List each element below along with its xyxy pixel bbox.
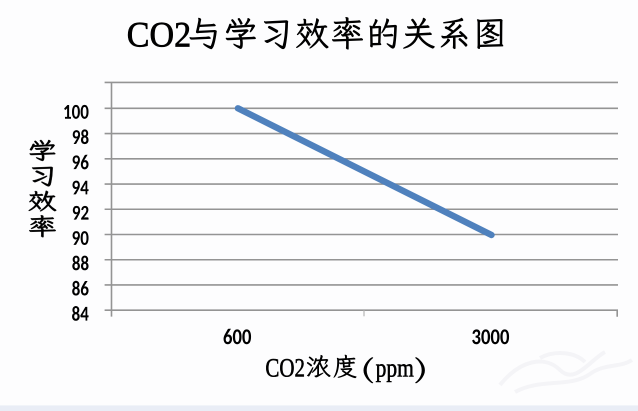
svg-text:CO2: CO2 (265, 355, 305, 384)
svg-text:ppm: ppm (376, 355, 415, 383)
svg-text:CO2: CO2 (127, 15, 191, 55)
